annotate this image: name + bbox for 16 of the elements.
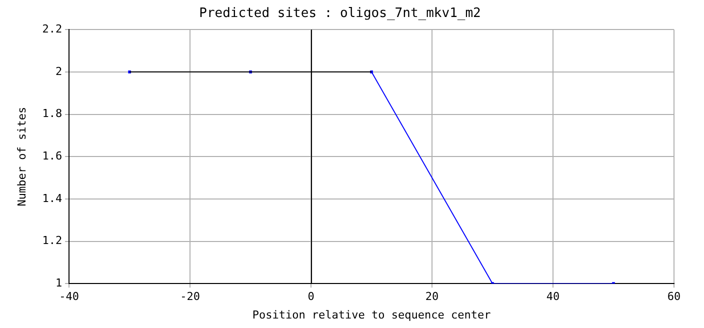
y-tick-label: 2	[55, 64, 62, 78]
y-tick-label: 1.8	[42, 107, 62, 120]
y-axis-title: Number of sites	[15, 106, 28, 206]
x-tick-label: 40	[546, 290, 560, 304]
y-tick-label: 1	[55, 276, 62, 290]
y-tick-label: 2.2	[42, 22, 62, 36]
x-tick-label: 20	[425, 290, 439, 304]
x-tick-label: 60	[667, 290, 681, 304]
x-tick-label: 0	[308, 290, 314, 304]
y-tick-label: 1.6	[42, 149, 62, 162]
x-axis-title: Position relative to sequence center	[252, 308, 492, 322]
x-tick-label: -40	[59, 290, 80, 304]
y-tick-label: 1.4	[42, 192, 62, 205]
chart-title: Predicted sites : oligos_7nt_mkv1_m2	[199, 6, 481, 22]
x-tick-label: -20	[180, 290, 200, 304]
y-tick-label: 1.2	[42, 234, 62, 248]
